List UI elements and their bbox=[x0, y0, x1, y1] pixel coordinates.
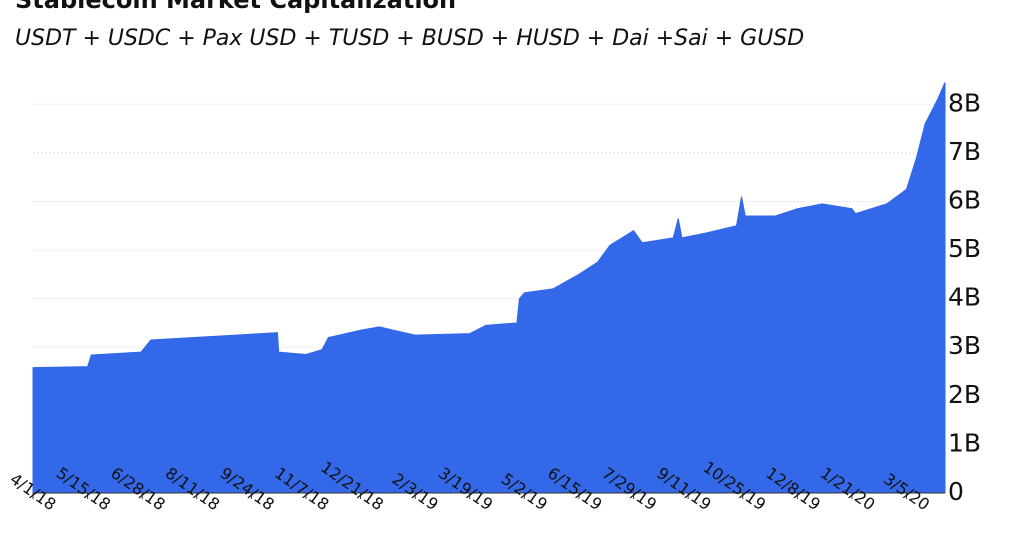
y-tick-label: 1B bbox=[948, 428, 981, 457]
chart-subtitle: USDT + USDC + Pax USD + TUSD + BUSD + HU… bbox=[15, 26, 804, 51]
y-tick-label: 4B bbox=[948, 283, 981, 312]
y-tick-label: 5B bbox=[948, 234, 981, 263]
chart-title: Stablecoin Market Capitalization bbox=[15, 0, 456, 14]
y-tick-label: 6B bbox=[948, 185, 981, 214]
y-tick-label: 0 bbox=[948, 477, 964, 506]
area bbox=[32, 82, 946, 494]
y-tick-label: 2B bbox=[948, 380, 981, 409]
y-tick-label: 3B bbox=[948, 331, 981, 360]
y-tick-label: 8B bbox=[948, 88, 981, 117]
y-tick-label: 7B bbox=[948, 137, 981, 166]
